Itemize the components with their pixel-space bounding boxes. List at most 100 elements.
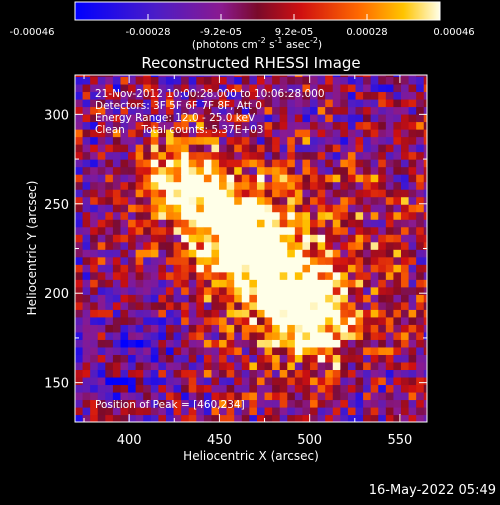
heatmap-cell (264, 391, 273, 401)
heatmap-cell (90, 113, 99, 123)
heatmap-cell (97, 76, 106, 85)
heatmap-cell (393, 414, 402, 422)
heatmap-cell (294, 286, 304, 295)
heatmap-cell (211, 249, 220, 258)
heatmap-cell (385, 309, 395, 318)
heatmap-cell (340, 106, 349, 115)
heatmap-cell (128, 309, 137, 318)
heatmap-cell (423, 166, 427, 175)
heatmap-cell (370, 113, 379, 123)
heatmap-cell (135, 234, 144, 243)
heatmap-cell (340, 241, 349, 250)
heatmap-cell (325, 399, 334, 408)
heatmap-cell (241, 76, 250, 85)
heatmap-cell (279, 226, 288, 235)
heatmap-cell (234, 91, 243, 100)
heatmap-cell (173, 264, 182, 273)
heatmap-cell (355, 174, 364, 183)
heatmap-cell (416, 166, 425, 175)
heatmap-cell (128, 346, 137, 355)
heatmap-cell (401, 91, 410, 100)
heatmap-cell (120, 159, 129, 168)
heatmap-cell (408, 301, 417, 310)
heatmap-cell (135, 241, 144, 250)
heatmap-cell (249, 406, 258, 416)
heatmap-cell (347, 91, 357, 100)
heatmap-cell (347, 286, 357, 295)
heatmap-cell (355, 159, 364, 168)
heatmap-cell (287, 316, 296, 325)
heatmap-cell (128, 196, 137, 205)
heatmap-cell (181, 189, 190, 198)
heatmap-cell (272, 98, 281, 108)
heatmap-cell (310, 391, 319, 401)
heatmap-cell (363, 399, 372, 408)
heatmap-cell (234, 301, 243, 310)
heatmap-cell (196, 264, 205, 273)
heatmap-cell (393, 354, 402, 363)
heatmap-cell (256, 174, 266, 183)
heatmap-cell (287, 301, 296, 310)
heatmap-cell (256, 234, 266, 243)
heatmap-cell (287, 399, 296, 408)
heatmap-cell (264, 384, 273, 393)
heatmap-cell (211, 376, 220, 386)
heatmap-cell (408, 384, 417, 393)
heatmap-cell (112, 346, 122, 355)
heatmap-cell (75, 361, 84, 371)
heatmap-cell (173, 121, 182, 130)
heatmap-cell (340, 219, 349, 228)
heatmap-cell (234, 211, 243, 220)
heatmap-cell (317, 324, 326, 333)
heatmap-cell (211, 331, 220, 340)
heatmap-cell (408, 234, 417, 243)
heatmap-cell (241, 279, 250, 288)
heatmap-cell (347, 309, 357, 318)
heatmap-cell (249, 294, 258, 303)
heatmap-cell (340, 309, 349, 318)
heatmap-cell (203, 226, 213, 235)
heatmap-cell (203, 241, 213, 250)
heatmap-cell (165, 414, 175, 422)
heatmap-cell (401, 98, 410, 108)
heatmap-cell (310, 113, 319, 123)
heatmap-cell (120, 316, 129, 325)
heatmap-cell (249, 91, 258, 100)
heatmap-cell (150, 98, 159, 108)
heatmap-cell (355, 83, 364, 93)
heatmap-cell (363, 249, 372, 258)
heatmap-cell (332, 159, 341, 168)
heatmap-cell (294, 166, 304, 175)
heatmap-cell (241, 241, 250, 250)
heatmap-cell (241, 339, 250, 348)
heatmap-cell (249, 391, 258, 401)
heatmap-cell (393, 174, 402, 183)
heatmap-cell (173, 241, 182, 250)
heatmap-cell (97, 294, 106, 303)
heatmap-cell (97, 249, 106, 258)
heatmap-cell (340, 121, 349, 130)
heatmap-cell (340, 76, 349, 85)
heatmap-cell (355, 414, 364, 422)
heatmap-cell (203, 369, 213, 378)
heatmap-cell (347, 376, 357, 386)
heatmap-cell (120, 369, 129, 378)
heatmap-cell (355, 346, 364, 355)
heatmap-cell (82, 309, 91, 318)
heatmap-cell (150, 129, 159, 138)
heatmap-cell (332, 316, 341, 325)
heatmap-cell (408, 241, 417, 250)
heatmap-cell (279, 256, 288, 265)
heatmap-cell (203, 324, 213, 333)
heatmap-cell (279, 264, 288, 273)
heatmap-cell (211, 129, 220, 138)
heatmap-cell (416, 354, 425, 363)
heatmap-cell (363, 361, 372, 371)
heatmap-cell (310, 144, 319, 153)
heatmap-cell (302, 309, 311, 318)
heatmap-cell (203, 294, 213, 303)
heatmap-cell (143, 106, 152, 115)
heatmap-cell (317, 406, 326, 416)
heatmap-cell (355, 286, 364, 295)
heatmap-cell (363, 75, 372, 78)
